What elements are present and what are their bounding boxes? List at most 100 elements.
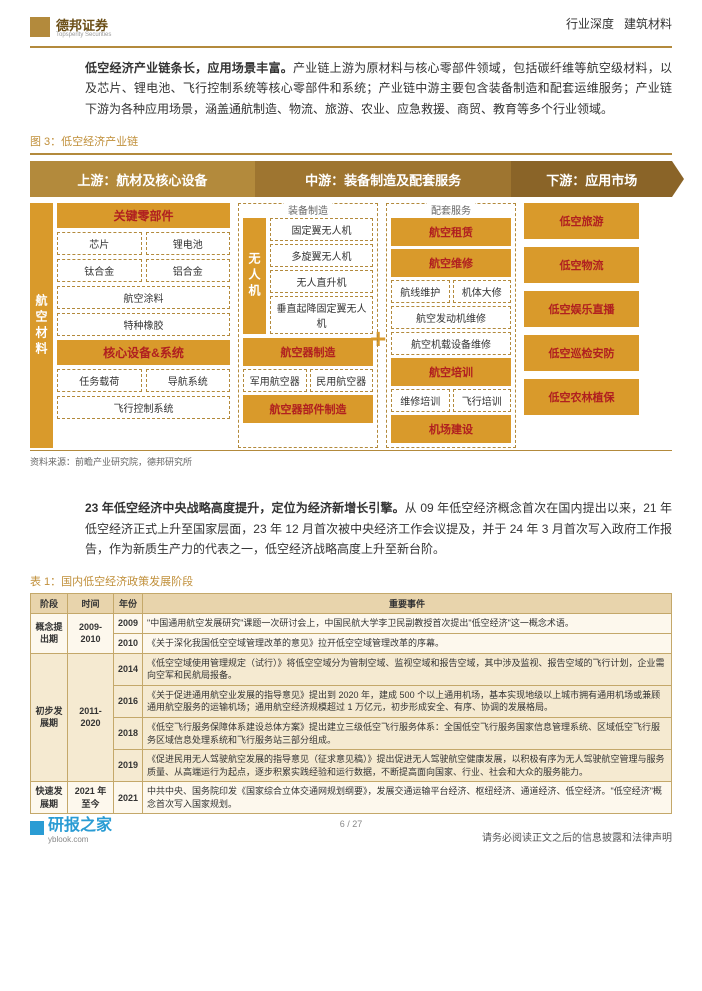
svc-h2: 航空培训 (391, 358, 511, 386)
cell-year: 2016 (114, 685, 143, 717)
box: 机体大修 (453, 280, 512, 303)
page-header: 德邦证券 Topsperity Securities 行业深度 建筑材料 (30, 15, 672, 38)
footer-logo-icon (30, 821, 44, 835)
cell-year: 2021 (114, 782, 143, 814)
cell-event: 《促进民用无人驾驶航空发展的指导意见（征求意见稿）》提出促进无人驾驶航空健康发展… (143, 750, 672, 782)
table-caption: 表 1：国内低空经济政策发展阶段 (30, 573, 672, 589)
cell-year: 2009 (114, 614, 143, 634)
box: 任务载荷 (57, 369, 142, 392)
chevron-downstream-label: 下游：应用市场 (546, 170, 637, 189)
svc-h0: 航空租赁 (391, 218, 511, 246)
chevron-row: 上游：航材及核心设备 中游：装备制造及配套服务 下游：应用市场 (30, 161, 672, 197)
col-mid-svc: 配套服务 航空租赁 航空维修 航线维护 机体大修 航空发动机维修 航空机载设备维… (386, 203, 516, 448)
col-mid-mfg: 装备制造 无人机 固定翼无人机 多旋翼无人机 无人直升机 垂直起降固定翼无人机 … (238, 203, 378, 448)
header-rule (30, 46, 672, 48)
svc-h3: 机场建设 (391, 415, 511, 443)
figure-source: 资料来源：前瞻产业研究院，德邦研究所 (30, 455, 672, 468)
footer-disclaimer: 请务必阅读正文之后的信息披露和法律声明 (482, 829, 672, 844)
box: 锂电池 (146, 232, 231, 255)
cell-stage: 快速发展期 (31, 782, 68, 814)
table-row: 2019《促进民用无人驾驶航空发展的指导意见（征求意见稿）》提出促进无人驾驶航空… (31, 750, 672, 782)
box: 固定翼无人机 (270, 218, 373, 241)
logo-block: 德邦证券 Topsperity Securities (30, 15, 111, 38)
box: 民用航空器 (310, 369, 374, 392)
box: 芯片 (57, 232, 142, 255)
policy-table: 阶段 时间 年份 重要事件 概念提出期2009-20102009"中国通用航空发… (30, 593, 672, 814)
mid-strip: 无人机 (243, 218, 266, 334)
col-right: 低空旅游 低空物流 低空娱乐直播 低空巡检安防 低空农林植保 (524, 203, 639, 448)
app-box: 低空巡检安防 (524, 335, 639, 371)
box: 垂直起降固定翼无人机 (270, 296, 373, 334)
th-year: 年份 (114, 594, 143, 614)
paragraph-1: 低空经济产业链条长，应用场景丰富。产业链上游为原材料与核心零部件领域，包括碳纤维… (85, 58, 672, 119)
box: 导航系统 (146, 369, 231, 392)
th-stage: 阶段 (31, 594, 68, 614)
cell-event: 《低空空域使用管理规定（试行）》将低空空域分为管制空域、监视空域和报告空域，其中… (143, 653, 672, 685)
box: 维修培训 (391, 389, 450, 412)
table-row: 2018《低空飞行服务保障体系建设总体方案》提出建立三级低空飞行服务体系：全国低… (31, 717, 672, 749)
cell-event: 《关于促进通用航空业发展的指导意见》提出到 2020 年，建成 500 个以上通… (143, 685, 672, 717)
box: 飞行培训 (453, 389, 512, 412)
cell-period: 2021 年至今 (68, 782, 114, 814)
chevron-downstream: 下游：应用市场 (511, 161, 672, 197)
table-row: 初步发展期2011-20202014《低空空域使用管理规定（试行）》将低空空域分… (31, 653, 672, 685)
app-box: 低空物流 (524, 247, 639, 283)
box: 航空机载设备维修 (391, 332, 511, 355)
footer-brand-url: yblook.com (48, 835, 112, 844)
table-row: 2010《关于深化我国低空空域管理改革的意见》拉开低空空域管理改革的序幕。 (31, 633, 672, 653)
app-box: 低空娱乐直播 (524, 291, 639, 327)
cell-event: 《低空飞行服务保障体系建设总体方案》提出建立三级低空飞行服务体系：全国低空飞行服… (143, 717, 672, 749)
logo-icon (30, 17, 50, 37)
header-right: 行业深度 建筑材料 (566, 15, 672, 32)
chevron-upstream: 上游：航材及核心设备 (30, 161, 255, 197)
box: 特种橡胶 (57, 313, 230, 336)
box: 航线维护 (391, 280, 450, 303)
figure-rule-top (30, 153, 672, 155)
svc-h1: 航空维修 (391, 249, 511, 277)
box: 军用航空器 (243, 369, 307, 392)
table-row: 快速发展期2021 年至今2021中共中央、国务院印发《国家综合立体交通网规划纲… (31, 782, 672, 814)
mid-label-2: 配套服务 (427, 202, 475, 217)
mid-h3: 航空器部件制造 (243, 395, 373, 423)
figure-caption: 图 3：低空经济产业链 (30, 133, 672, 149)
chevron-midstream: 中游：装备制造及配套服务 (255, 161, 512, 197)
app-box: 低空农林植保 (524, 379, 639, 415)
logo-subtitle: Topsperity Securities (56, 32, 111, 38)
para1-lead: 低空经济产业链条长，应用场景丰富。 (85, 61, 293, 75)
cell-period: 2011-2020 (68, 653, 114, 782)
diagram: + 航空材料 关键零部件 芯片 锂电池 钛合金 铝合金 航空涂料 特种橡胶 核心… (30, 203, 672, 448)
mid-h2: 航空器制造 (243, 338, 373, 366)
box: 无人直升机 (270, 270, 373, 293)
left-strip: 航空材料 (30, 203, 53, 448)
left-h1: 关键零部件 (57, 203, 230, 228)
mid-label-1: 装备制造 (284, 202, 332, 217)
box: 铝合金 (146, 259, 231, 282)
figure-rule-bot (30, 450, 672, 451)
table-row: 2016《关于促进通用航空业发展的指导意见》提出到 2020 年，建成 500 … (31, 685, 672, 717)
cell-period: 2009-2010 (68, 614, 114, 653)
table-header-row: 阶段 时间 年份 重要事件 (31, 594, 672, 614)
th-period: 时间 (68, 594, 114, 614)
footer-logo: 研报之家 yblook.com (30, 811, 112, 844)
box: 航空发动机维修 (391, 306, 511, 329)
app-box: 低空旅游 (524, 203, 639, 239)
chevron-midstream-label: 中游：装备制造及配套服务 (305, 170, 461, 189)
page-footer: 研报之家 yblook.com 请务必阅读正文之后的信息披露和法律声明 (30, 811, 672, 844)
cell-event: "中国通用航空发展研究"课题一次研讨会上，中国民航大学李卫民副教授首次提出"低空… (143, 614, 672, 634)
left-h2: 核心设备&系统 (57, 340, 230, 365)
cell-stage: 初步发展期 (31, 653, 68, 782)
box: 航空涂料 (57, 286, 230, 309)
col-left: 航空材料 关键零部件 芯片 锂电池 钛合金 铝合金 航空涂料 特种橡胶 核心设备… (30, 203, 230, 448)
sector: 建筑材料 (624, 15, 672, 32)
cell-year: 2010 (114, 633, 143, 653)
doc-type: 行业深度 (566, 15, 614, 32)
cell-year: 2018 (114, 717, 143, 749)
page: 德邦证券 Topsperity Securities 行业深度 建筑材料 低空经… (0, 0, 702, 854)
cell-event: 《关于深化我国低空空域管理改革的意见》拉开低空空域管理改革的序幕。 (143, 633, 672, 653)
paragraph-2: 23 年低空经济中央战略高度提升，定位为经济新增长引擎。从 09 年低空经济概念… (85, 498, 672, 559)
cell-event: 中共中央、国务院印发《国家综合立体交通网规划纲要》，发展交通运输平台经济、枢纽经… (143, 782, 672, 814)
box: 多旋翼无人机 (270, 244, 373, 267)
para2-lead: 23 年低空经济中央战略高度提升，定位为经济新增长引擎。 (85, 501, 405, 515)
footer-brand: 研报之家 (48, 811, 112, 835)
cell-year: 2019 (114, 750, 143, 782)
